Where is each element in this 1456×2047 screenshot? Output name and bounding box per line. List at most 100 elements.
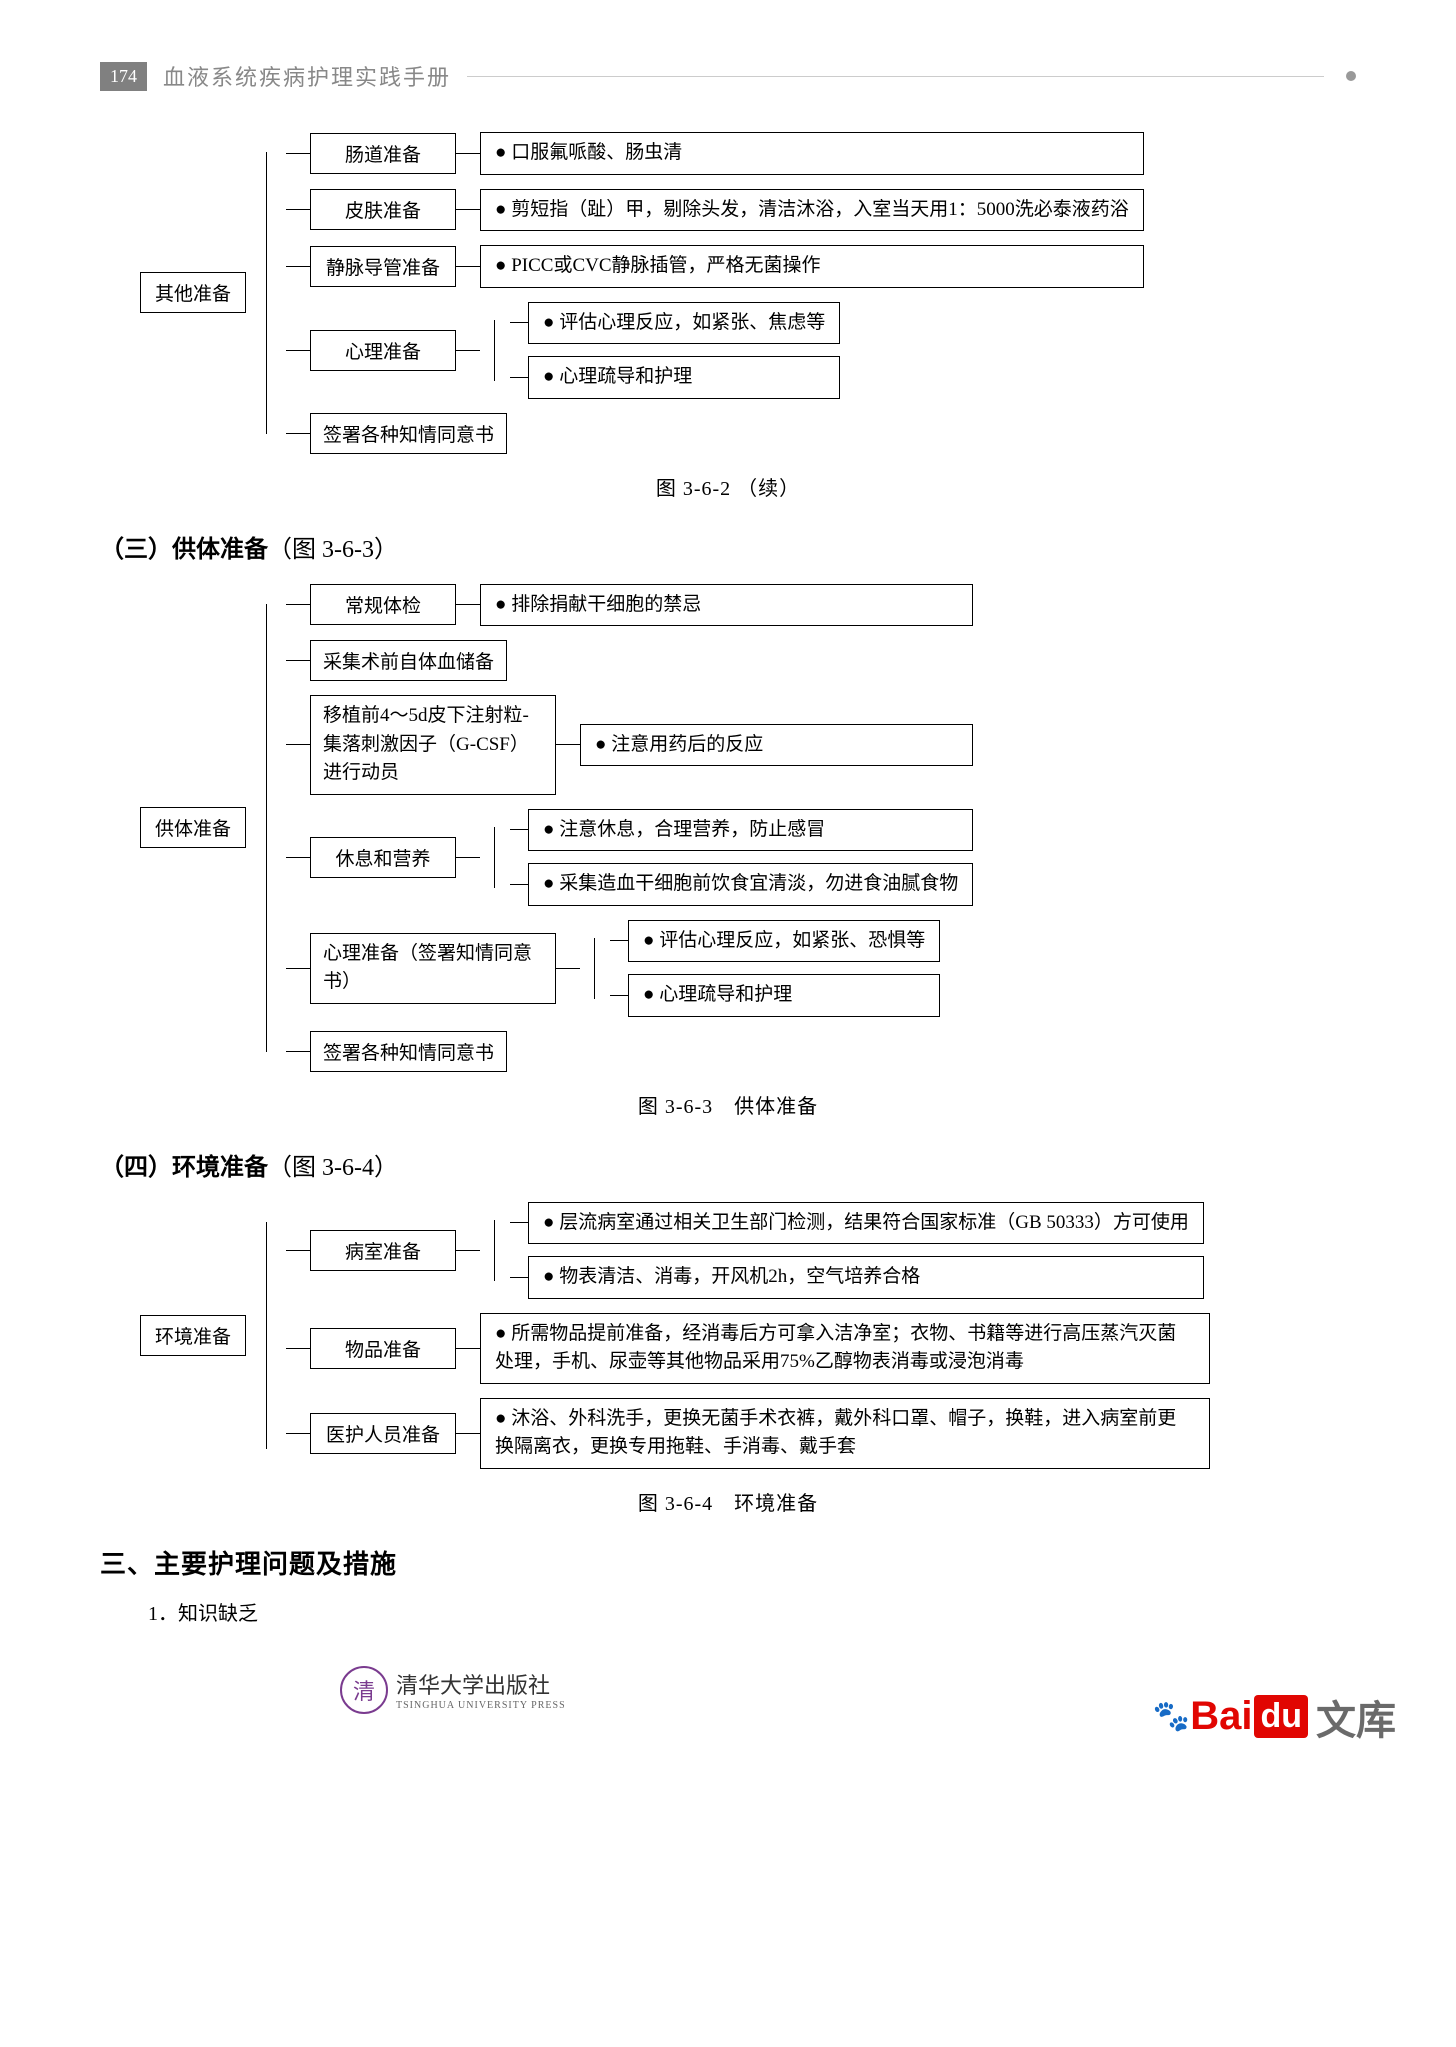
connector-line bbox=[456, 153, 480, 154]
tree-root: 供体准备 bbox=[140, 807, 246, 848]
book-title: 血液系统疾病护理实践手册 bbox=[163, 60, 451, 92]
branch-label: 签署各种知情同意书 bbox=[310, 1031, 507, 1072]
sub-bracket bbox=[480, 1202, 510, 1299]
tree-bracket bbox=[246, 132, 286, 454]
connector-line bbox=[286, 433, 310, 434]
connector-line bbox=[286, 1433, 310, 1434]
section-heading-4: （四）环境准备（图 3-6-4） bbox=[100, 1147, 1356, 1182]
tree-branch: 肠道准备● 口服氟哌酸、肠虫清 bbox=[286, 132, 1144, 175]
branch-label: 医护人员准备 bbox=[310, 1413, 456, 1454]
publisher-logo: 清 清华大学出版社 TSINGHUA UNIVERSITY PRESS bbox=[340, 1666, 566, 1714]
tree-branch: 心理准备● 评估心理反应，如紧张、焦虑等● 心理疏导和护理 bbox=[286, 302, 1144, 399]
heading-sub: （图 3-6-3） bbox=[268, 537, 398, 563]
branch-label: 心理准备（签署知情同意书） bbox=[310, 933, 556, 1004]
leaf-row: ● 评估心理反应，如紧张、恐惧等 bbox=[610, 920, 940, 963]
branch-label: 皮肤准备 bbox=[310, 189, 456, 230]
leaf-group: ● 层流病室通过相关卫生部门检测，结果符合国家标准（GB 50333）方可使用 ●… bbox=[480, 1202, 1204, 1299]
sub-bracket bbox=[580, 920, 610, 1017]
leaf-box: ● 心理疏导和护理 bbox=[528, 356, 840, 399]
connector-line bbox=[286, 857, 310, 858]
leaf-box: ● 采集造血干细胞前饮食宜清淡，勿进食油腻食物 bbox=[528, 863, 973, 906]
tree-root: 其他准备 bbox=[140, 272, 246, 313]
baidu-wenku: 文库 bbox=[1316, 1688, 1396, 1746]
connector-line bbox=[456, 266, 480, 267]
section-heading-main-3: 三、主要护理问题及措施 bbox=[100, 1544, 1356, 1581]
branch-label: 物品准备 bbox=[310, 1328, 456, 1369]
connector-line bbox=[510, 322, 528, 323]
figure-caption: 图 3-6-2 （续） bbox=[100, 472, 1356, 501]
tree-branch: 静脉导管准备● PICC或CVC静脉插管，严格无菌操作 bbox=[286, 245, 1144, 288]
connector-line bbox=[456, 1250, 480, 1251]
paw-icon: 🐾 bbox=[1153, 1699, 1186, 1734]
tree-bracket bbox=[246, 584, 286, 1072]
connector-line bbox=[510, 1222, 528, 1223]
tree-branch: 签署各种知情同意书 bbox=[286, 413, 1144, 454]
leaf-row: ● 注意休息，合理营养，防止感冒 bbox=[510, 809, 973, 852]
figure-3-6-2-tree: 其他准备 肠道准备● 口服氟哌酸、肠虫清皮肤准备 ● 剪短指（趾）甲，剔除头发，清… bbox=[140, 132, 1356, 454]
sub-bracket bbox=[480, 302, 510, 399]
leaf-box: ● 物表清洁、消毒，开风机2h，空气培养合格 bbox=[528, 1256, 1204, 1299]
connector-line bbox=[610, 940, 628, 941]
connector-line bbox=[510, 829, 528, 830]
connector-line bbox=[286, 1348, 310, 1349]
body-text: 1．知识缺乏 bbox=[148, 1597, 1356, 1626]
tree-branch: 采集术前自体血储备 bbox=[286, 640, 973, 681]
leaf-box: ● 心理疏导和护理 bbox=[628, 974, 940, 1017]
heading-bold: （三）供体准备 bbox=[100, 537, 268, 563]
connector-line bbox=[286, 968, 310, 969]
tree-root: 环境准备 bbox=[140, 1315, 246, 1356]
leaf-box: ● PICC或CVC静脉插管，严格无菌操作 bbox=[480, 245, 1144, 288]
leaf-group: ● 评估心理反应，如紧张、焦虑等 ● 心理疏导和护理 bbox=[480, 302, 840, 399]
header-dot-icon bbox=[1346, 71, 1356, 81]
connector-line bbox=[286, 1250, 310, 1251]
branch-label: 休息和营养 bbox=[310, 837, 456, 878]
tree-branch: 心理准备（签署知情同意书） ● 评估心理反应，如紧张、恐惧等 ● 心理疏导和护理 bbox=[286, 920, 973, 1017]
page-number: 174 bbox=[100, 62, 147, 91]
list-number: 1． bbox=[148, 1603, 178, 1625]
page-header: 174 血液系统疾病护理实践手册 bbox=[100, 60, 1356, 92]
leaf-row: ● 心理疏导和护理 bbox=[610, 974, 940, 1017]
leaf-box: ● 沐浴、外科洗手，更换无菌手术衣裤，戴外科口罩、帽子，换鞋，进入病室前更换隔离… bbox=[480, 1398, 1210, 1469]
figure-3-6-3-tree: 供体准备 常规体检 ● 排除捐献干细胞的禁忌采集术前自体血储备移植前4～5d皮下注… bbox=[140, 584, 1356, 1072]
leaf-box: ● 注意休息，合理营养，防止感冒 bbox=[528, 809, 973, 852]
connector-line bbox=[456, 857, 480, 858]
section-heading-3: （三）供体准备（图 3-6-3） bbox=[100, 529, 1356, 564]
leaf-row: ● 物表清洁、消毒，开风机2h，空气培养合格 bbox=[510, 1256, 1204, 1299]
leaf-box: ● 评估心理反应，如紧张、焦虑等 bbox=[528, 302, 840, 345]
connector-line bbox=[286, 350, 310, 351]
tree-branch: 休息和营养 ● 注意休息，合理营养，防止感冒 ● 采集造血干细胞前饮食宜清淡，勿进食… bbox=[286, 809, 973, 906]
leaf-box: ● 剪短指（趾）甲，剔除头发，清洁沐浴，入室当天用1：5000洗必泰液药浴 bbox=[480, 189, 1144, 232]
leaf-group: ● 评估心理反应，如紧张、恐惧等 ● 心理疏导和护理 bbox=[580, 920, 940, 1017]
connector-line bbox=[456, 350, 480, 351]
leaf-row: ● 采集造血干细胞前饮食宜清淡，勿进食油腻食物 bbox=[510, 863, 973, 906]
connector-line bbox=[286, 660, 310, 661]
branch-label: 常规体检 bbox=[310, 584, 456, 625]
publisher-seal-icon: 清 bbox=[340, 1666, 388, 1714]
tree-branch: 移植前4～5d皮下注射粒-集落刺激因子（G-CSF）进行动员● 注意用药后的反应 bbox=[286, 695, 973, 795]
connector-line bbox=[286, 604, 310, 605]
tree-branch: 皮肤准备 ● 剪短指（趾）甲，剔除头发，清洁沐浴，入室当天用1：5000洗必泰液药… bbox=[286, 189, 1144, 232]
figure-3-6-4-tree: 环境准备 病室准备● 层流病室通过相关卫生部门检测，结果符合国家标准（GB 50… bbox=[140, 1202, 1356, 1469]
connector-line bbox=[510, 1277, 528, 1278]
tree-branch: 签署各种知情同意书 bbox=[286, 1031, 973, 1072]
tree-branch: 常规体检 ● 排除捐献干细胞的禁忌 bbox=[286, 584, 973, 627]
branch-label: 采集术前自体血储备 bbox=[310, 640, 507, 681]
leaf-row: ● 心理疏导和护理 bbox=[510, 356, 840, 399]
leaf-box: ● 排除捐献干细胞的禁忌 bbox=[480, 584, 973, 627]
connector-line bbox=[556, 744, 580, 745]
tree-branch: 医护人员准备 ● 沐浴、外科洗手，更换无菌手术衣裤，戴外科口罩、帽子，换鞋，进入病… bbox=[286, 1398, 1210, 1469]
connector-line bbox=[286, 266, 310, 267]
connector-line bbox=[456, 1348, 480, 1349]
leaf-box: ● 层流病室通过相关卫生部门检测，结果符合国家标准（GB 50333）方可使用 bbox=[528, 1202, 1204, 1245]
connector-line bbox=[286, 1051, 310, 1052]
page-footer: 清 清华大学出版社 TSINGHUA UNIVERSITY PRESS 🐾 Ba… bbox=[100, 1656, 1356, 1736]
connector-line bbox=[286, 209, 310, 210]
branch-label: 肠道准备 bbox=[310, 133, 456, 174]
baidu-bai: ai bbox=[1219, 1694, 1252, 1739]
branch-label: 签署各种知情同意书 bbox=[310, 413, 507, 454]
leaf-row: ● 层流病室通过相关卫生部门检测，结果符合国家标准（GB 50333）方可使用 bbox=[510, 1202, 1204, 1245]
heading-sub: （图 3-6-4） bbox=[268, 1155, 398, 1181]
connector-line bbox=[510, 884, 528, 885]
leaf-box: ● 评估心理反应，如紧张、恐惧等 bbox=[628, 920, 940, 963]
connector-line bbox=[456, 1433, 480, 1434]
